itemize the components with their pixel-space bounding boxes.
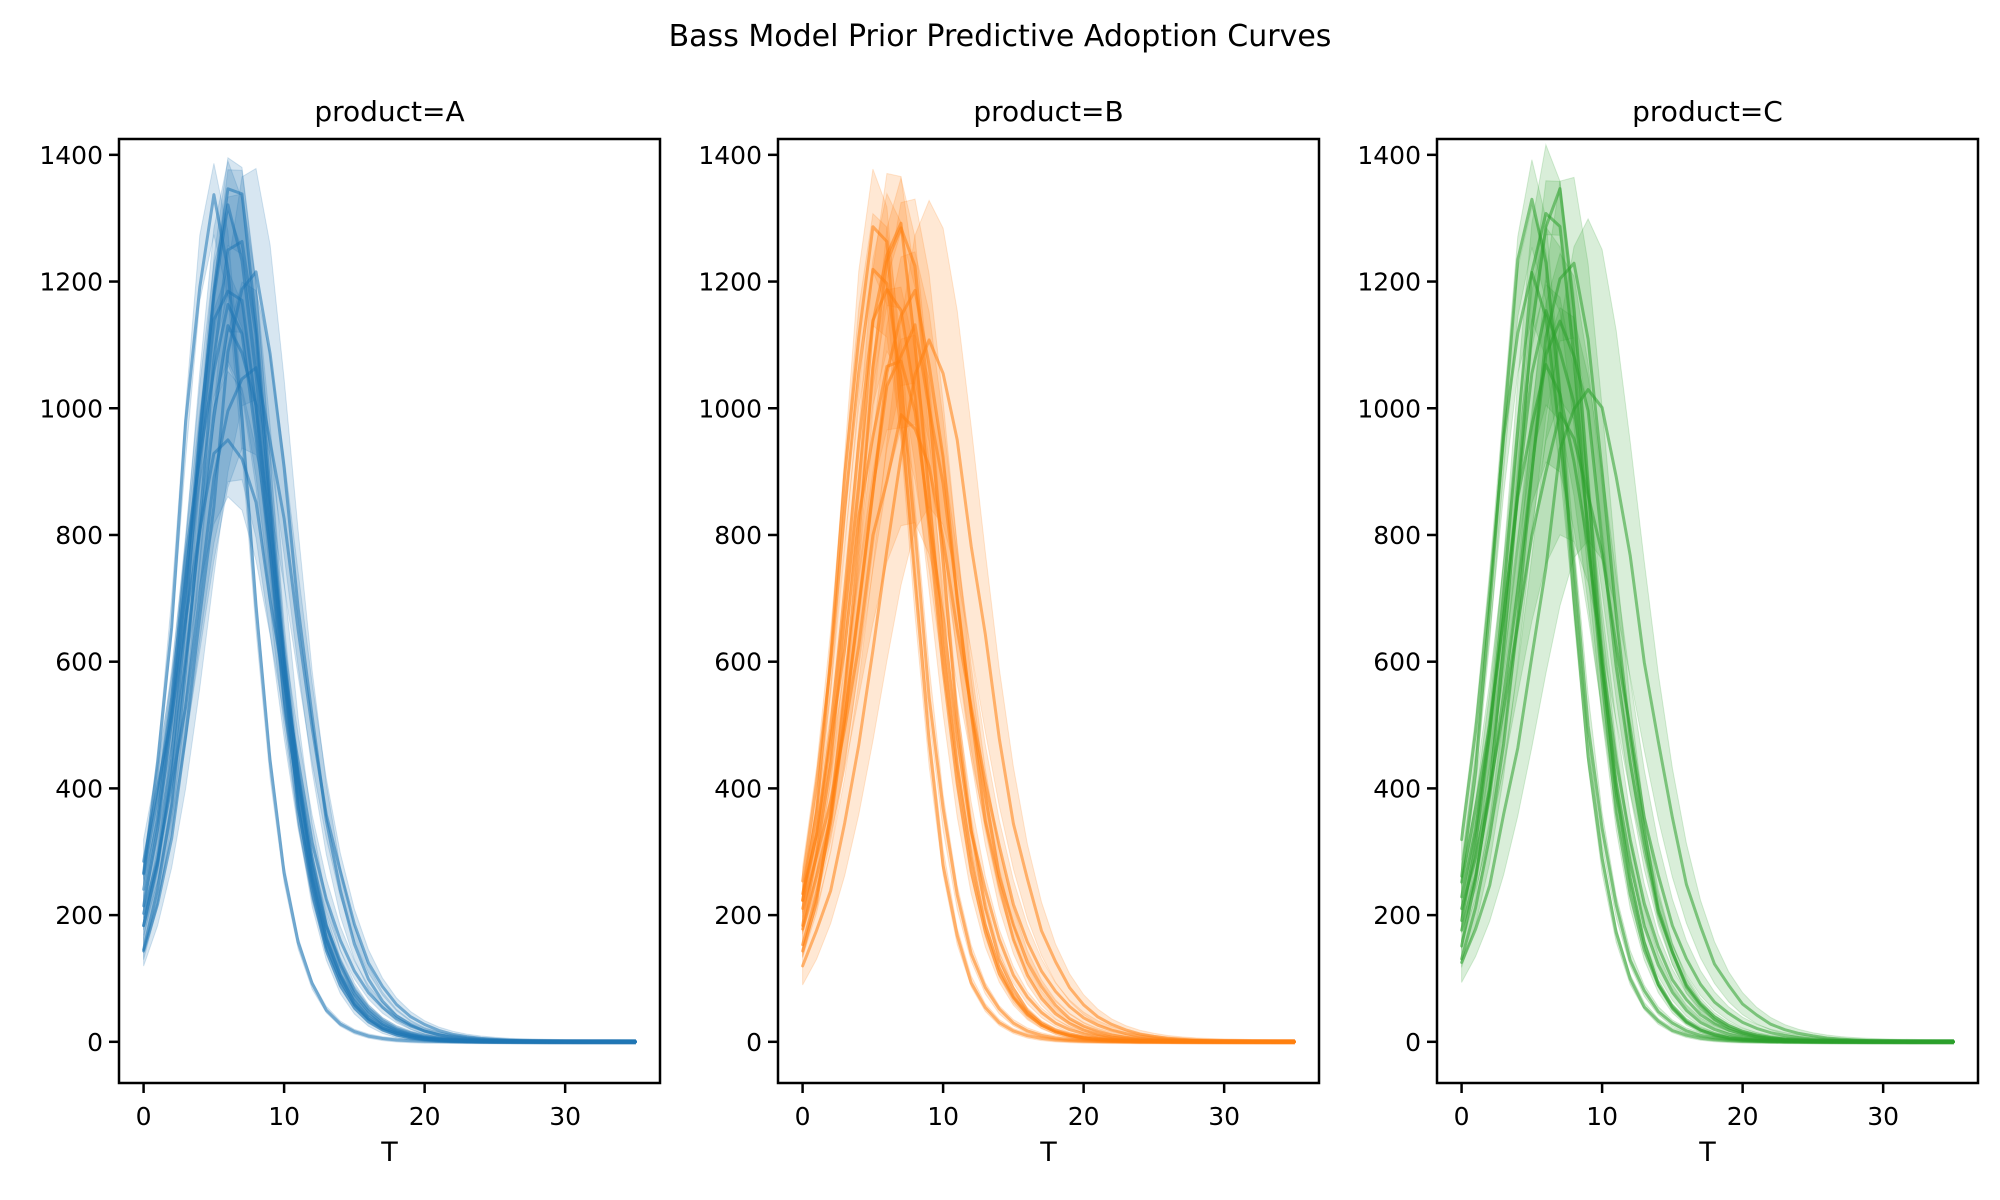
y-tick-label: 1200 [39, 268, 103, 297]
x-tick-label: 20 [409, 1102, 441, 1131]
subplot-a-curves [142, 156, 637, 1045]
x-tick-label: 0 [795, 1102, 811, 1131]
y-tick-label: 0 [746, 1028, 762, 1057]
prior-draw-line [1460, 411, 1955, 1044]
subplot-a-title: product=A [314, 95, 465, 128]
x-tick-label: 10 [1586, 1102, 1618, 1131]
y-tick-label: 1200 [698, 268, 762, 297]
prior-draw-line [142, 324, 637, 1044]
axes-frame [1435, 137, 1980, 1085]
prior-draw-band [802, 334, 1295, 1045]
figure-title: Bass Model Prior Predictive Adoption Cur… [668, 19, 1332, 54]
y-tick-label: 600 [1373, 648, 1421, 677]
subplot-b-curves [801, 168, 1296, 1045]
y-tick-label: 200 [1373, 901, 1421, 930]
y-tick-label: 200 [55, 901, 103, 930]
axes-frame [776, 137, 1321, 1085]
y-tick-label: 800 [1373, 521, 1421, 550]
y-tick-label: 600 [55, 648, 103, 677]
y-tick-label: 400 [714, 774, 762, 803]
x-tick-label: 20 [1727, 1102, 1759, 1131]
prior-draw-line [801, 413, 1296, 1044]
prior-draw-band [802, 198, 1295, 1045]
y-tick-label: 800 [714, 521, 762, 550]
y-tick-label: 200 [714, 901, 762, 930]
y-tick-label: 400 [55, 774, 103, 803]
y-tick-label: 800 [55, 521, 103, 550]
x-tick-label: 20 [1068, 1102, 1100, 1131]
y-tick-label: 0 [87, 1028, 103, 1057]
x-tick-label: 10 [268, 1102, 300, 1131]
y-tick-label: 1000 [1357, 394, 1421, 423]
prior-draw-band [143, 193, 636, 1045]
x-tick-label: 30 [1867, 1102, 1899, 1131]
y-tick-label: 1400 [39, 141, 103, 170]
subplot-b-xlabel: T [1040, 1137, 1057, 1168]
y-tick-label: 1000 [698, 394, 762, 423]
subplot-b-title: product=B [973, 95, 1124, 128]
y-tick-label: 1400 [1357, 141, 1421, 170]
x-tick-label: 30 [1208, 1102, 1240, 1131]
x-tick-label: 0 [1454, 1102, 1470, 1131]
x-tick-label: 10 [927, 1102, 959, 1131]
y-tick-label: 0 [1405, 1028, 1421, 1057]
y-tick-label: 600 [714, 648, 762, 677]
y-tick-label: 1400 [698, 141, 762, 170]
y-tick-label: 400 [1373, 774, 1421, 803]
y-tick-label: 1200 [1357, 268, 1421, 297]
x-tick-label: 0 [136, 1102, 152, 1131]
axes-frame [117, 137, 662, 1085]
subplot-a-xlabel: T [381, 1137, 398, 1168]
prior-draw-band [143, 167, 636, 1045]
prior-draw-band [802, 212, 1295, 1045]
prior-draw-band [1461, 205, 1954, 1045]
prior-draw-band [802, 168, 1295, 1045]
subplot-c-title: product=C [1632, 95, 1783, 128]
subplot-c-curves [1460, 142, 1955, 1045]
y-tick-label: 1000 [39, 394, 103, 423]
prior-draw-band [802, 199, 1295, 1045]
subplot-c-xlabel: T [1699, 1137, 1716, 1168]
x-tick-label: 30 [549, 1102, 581, 1131]
